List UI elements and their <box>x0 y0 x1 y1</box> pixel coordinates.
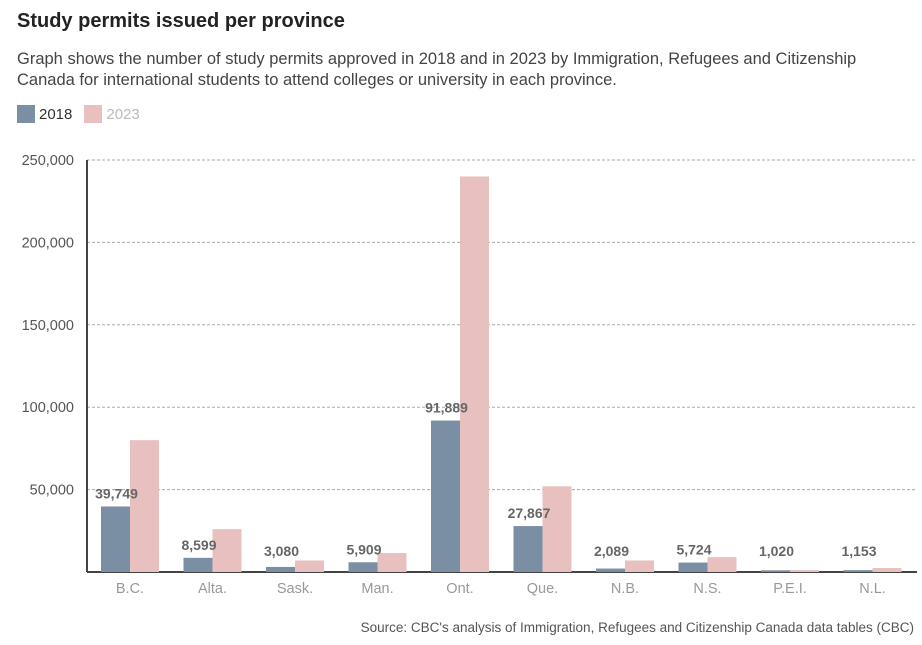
bar-2018-bc <box>101 506 130 572</box>
chart-subtitle: Graph shows the number of study permits … <box>17 50 857 89</box>
bar-2023-que <box>542 486 572 572</box>
source-note: Source: CBC's analysis of Immigration, R… <box>360 620 914 635</box>
bar-2018-sask <box>266 566 295 572</box>
legend-label-2023: 2023 <box>106 105 140 123</box>
x-tick-label: Que. <box>527 581 558 597</box>
bar-2018-pei <box>761 570 790 572</box>
x-tick-label: Ont. <box>446 581 473 597</box>
x-tick-label: N.B. <box>611 581 639 597</box>
legend: 2018 2023 <box>17 105 152 123</box>
value-label: 27,867 <box>508 505 551 521</box>
y-tick-label: 100,000 <box>22 400 74 416</box>
bar-2023-man <box>377 553 407 572</box>
value-label: 5,909 <box>346 541 381 557</box>
legend-item-2018[interactable]: 2018 <box>17 105 72 123</box>
legend-item-2023[interactable]: 2023 <box>84 105 140 123</box>
legend-label-2018: 2018 <box>39 105 73 123</box>
bar-2018-alta <box>183 557 213 572</box>
x-tick-label: P.E.I. <box>773 581 807 597</box>
bar-2023-pei <box>790 570 819 572</box>
x-tick-label: Sask. <box>277 581 313 597</box>
bar-2018-nl <box>843 570 873 572</box>
legend-swatch-2023 <box>84 105 103 123</box>
x-tick-label: N.L. <box>859 581 886 597</box>
value-label: 5,724 <box>676 542 711 558</box>
bar-2023-bc <box>130 440 159 572</box>
bar-2018-ns <box>678 562 708 572</box>
value-label: 3,080 <box>264 543 299 559</box>
bar-2018-ont <box>431 420 460 572</box>
y-tick-label: 150,000 <box>22 318 74 334</box>
y-tick-label: 200,000 <box>22 235 74 251</box>
y-tick-label: 50,000 <box>30 483 74 499</box>
bar-2023-alta <box>212 529 242 572</box>
bar-2023-ont <box>460 176 489 573</box>
value-label: 91,889 <box>425 400 468 416</box>
value-label: 1,153 <box>841 543 876 559</box>
value-label: 2,089 <box>594 543 629 559</box>
y-tick-label: 250,000 <box>22 153 74 169</box>
x-tick-label: B.C. <box>116 581 144 597</box>
x-tick-label: Alta. <box>198 581 227 597</box>
value-label: 39,749 <box>95 485 138 501</box>
value-label: 1,020 <box>759 543 794 559</box>
bar-2018-nb <box>596 568 625 572</box>
bar-2023-sask <box>295 560 324 572</box>
bar-2018-man <box>348 562 378 572</box>
bar-2018-que <box>513 526 543 572</box>
x-tick-label: N.S. <box>693 581 721 597</box>
x-tick-label: Man. <box>361 581 393 597</box>
chart-title: Study permits issued per province <box>17 10 345 32</box>
value-label: 8,599 <box>181 537 216 553</box>
legend-swatch-2018 <box>17 105 35 123</box>
bar-2023-ns <box>707 557 737 572</box>
bar-2023-nl <box>872 568 902 572</box>
bar-2023-nb <box>625 560 654 572</box>
